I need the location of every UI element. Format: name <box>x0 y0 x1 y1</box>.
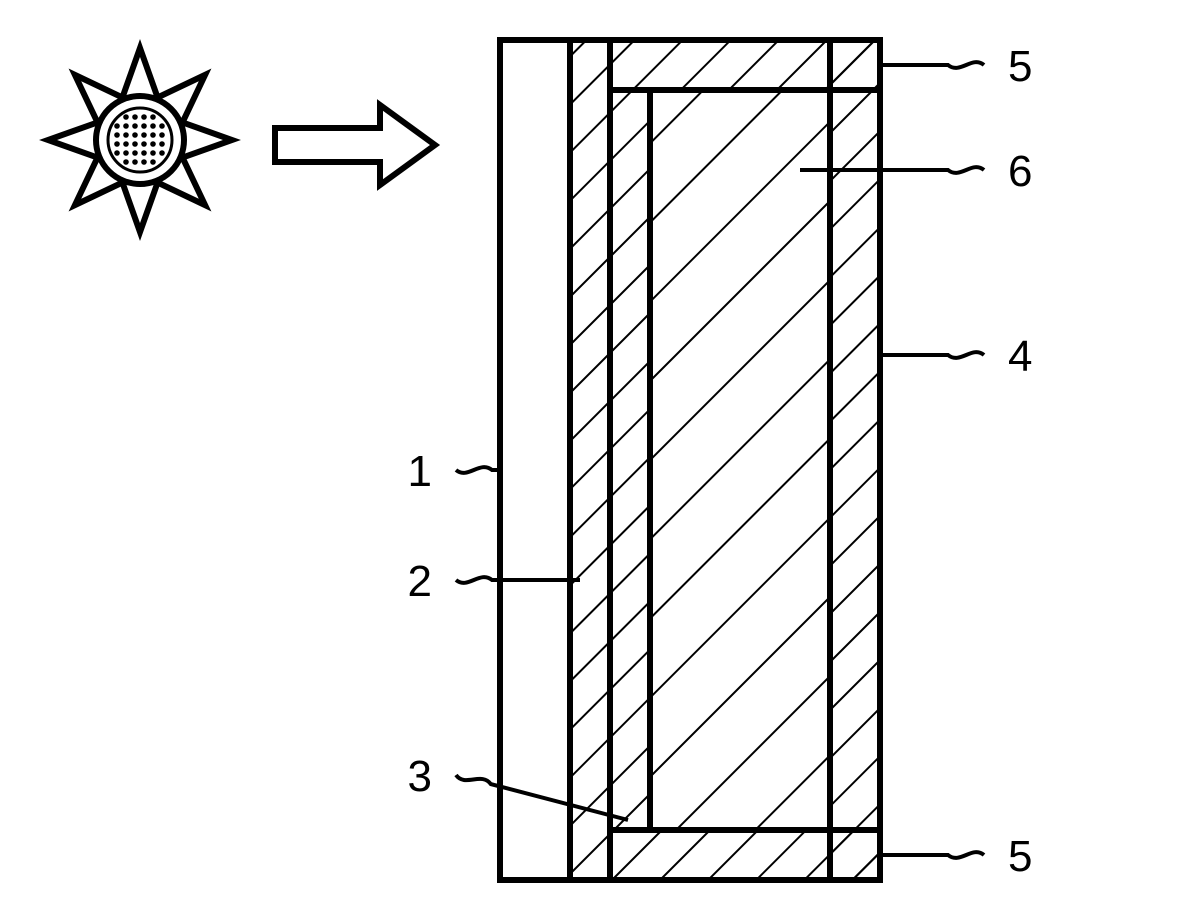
layer-1 <box>500 40 570 880</box>
callout-1: 1 <box>408 447 500 496</box>
label-1: 1 <box>408 447 432 496</box>
layer-stack <box>500 40 880 880</box>
label-4: 4 <box>1008 332 1032 381</box>
leader-1 <box>456 467 500 473</box>
callout-5a: 5 <box>880 42 1032 91</box>
label-6: 6 <box>1008 147 1032 196</box>
light-arrow-icon <box>275 105 435 185</box>
leader-5a <box>880 62 984 68</box>
layer-4 <box>830 40 880 880</box>
layer-6 <box>650 90 830 830</box>
label-3: 3 <box>408 752 432 801</box>
label-5a: 5 <box>1008 42 1032 91</box>
leader-5b <box>880 852 984 858</box>
leader-4 <box>880 352 984 358</box>
sun-icon <box>48 48 232 232</box>
callout-5b: 5 <box>880 832 1032 881</box>
callout-4: 4 <box>880 332 1032 381</box>
layer-2 <box>570 40 610 880</box>
label-2: 2 <box>408 557 432 606</box>
layer-3 <box>610 90 650 830</box>
label-5b: 5 <box>1008 832 1032 881</box>
